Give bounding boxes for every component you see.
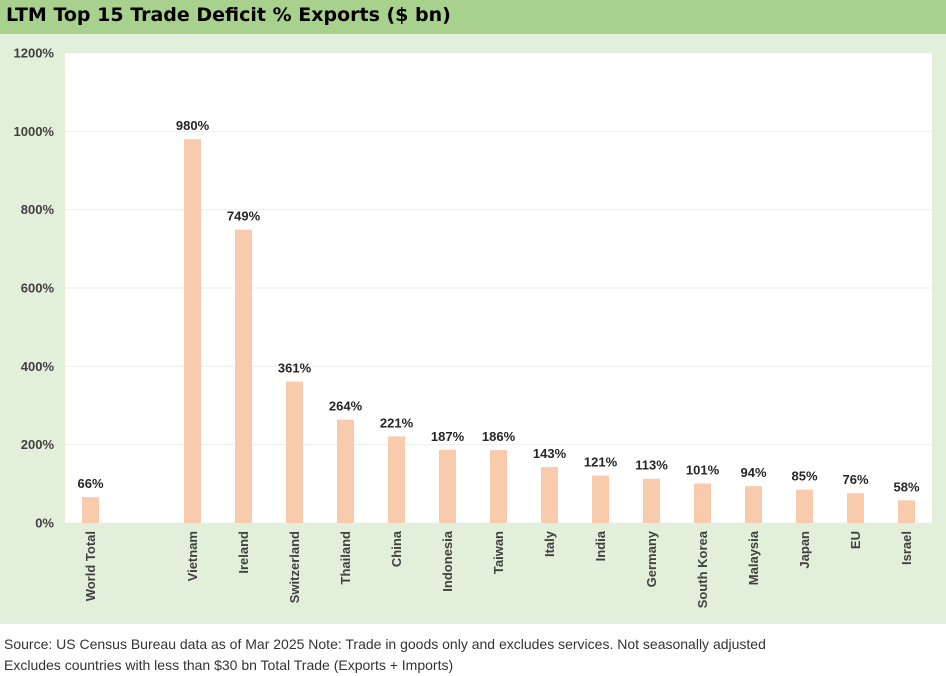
bar bbox=[82, 497, 99, 523]
x-tick-label: China bbox=[389, 530, 404, 567]
x-tick-label: Vietnam bbox=[185, 531, 200, 581]
data-label: 143% bbox=[533, 446, 567, 461]
bar bbox=[745, 486, 762, 523]
bar bbox=[643, 478, 660, 523]
x-tick-label: EU bbox=[848, 531, 863, 549]
x-tick-label: Ireland bbox=[236, 531, 251, 574]
x-tick-label: Malaysia bbox=[746, 530, 761, 585]
data-label: 66% bbox=[77, 476, 103, 491]
data-label: 121% bbox=[584, 455, 618, 470]
data-label: 264% bbox=[329, 399, 363, 414]
y-tick-label: 1000% bbox=[14, 124, 55, 139]
x-tick-label: Thailand bbox=[338, 531, 353, 585]
data-label: 85% bbox=[791, 469, 817, 484]
y-tick-label: 800% bbox=[21, 202, 55, 217]
bar bbox=[592, 475, 609, 523]
source-notes: Source: US Census Bureau data as of Mar … bbox=[4, 634, 766, 676]
y-tick-label: 0% bbox=[35, 516, 54, 531]
bar bbox=[796, 489, 813, 523]
data-label: 94% bbox=[740, 465, 766, 480]
bar bbox=[286, 381, 303, 523]
data-label: 58% bbox=[893, 479, 919, 494]
bar bbox=[490, 450, 507, 523]
y-tick-label: 1200% bbox=[14, 46, 55, 61]
title-bar: LTM Top 15 Trade Deficit % Exports ($ bn… bbox=[0, 0, 946, 34]
x-tick-label: India bbox=[593, 530, 608, 561]
data-label: 980% bbox=[176, 118, 210, 133]
y-tick-label: 200% bbox=[21, 437, 55, 452]
bar bbox=[235, 229, 252, 523]
data-label: 76% bbox=[842, 472, 868, 487]
x-tick-label: Indonesia bbox=[440, 530, 455, 591]
x-tick-label: Taiwan bbox=[491, 531, 506, 574]
y-tick-label: 400% bbox=[21, 359, 55, 374]
data-label: 187% bbox=[431, 429, 465, 444]
x-tick-label: Germany bbox=[644, 530, 659, 587]
bar bbox=[337, 419, 354, 523]
data-label: 749% bbox=[227, 209, 261, 224]
bar bbox=[541, 466, 558, 523]
data-label: 221% bbox=[380, 415, 414, 430]
x-tick-label: Switzerland bbox=[287, 531, 302, 603]
x-tick-label: South Korea bbox=[695, 530, 710, 608]
source-note-line-2: Excludes countries with less than $30 bn… bbox=[4, 657, 454, 673]
bar bbox=[439, 449, 456, 523]
bar bbox=[184, 139, 201, 523]
data-label: 361% bbox=[278, 361, 312, 376]
y-tick-label: 600% bbox=[21, 281, 55, 296]
chart-title: LTM Top 15 Trade Deficit % Exports ($ bn… bbox=[6, 4, 451, 26]
bar bbox=[847, 493, 864, 523]
source-note-line-1: Source: US Census Bureau data as of Mar … bbox=[4, 636, 766, 652]
x-tick-label: Italy bbox=[542, 530, 557, 557]
data-label: 113% bbox=[635, 458, 668, 473]
x-tick-label: World Total bbox=[83, 531, 98, 601]
bar bbox=[694, 483, 711, 523]
bar bbox=[388, 436, 405, 523]
bar bbox=[898, 500, 915, 523]
x-tick-label: Israel bbox=[899, 531, 914, 565]
x-tick-label: Japan bbox=[797, 531, 812, 569]
data-label: 101% bbox=[686, 462, 720, 477]
data-label: 186% bbox=[482, 429, 516, 444]
